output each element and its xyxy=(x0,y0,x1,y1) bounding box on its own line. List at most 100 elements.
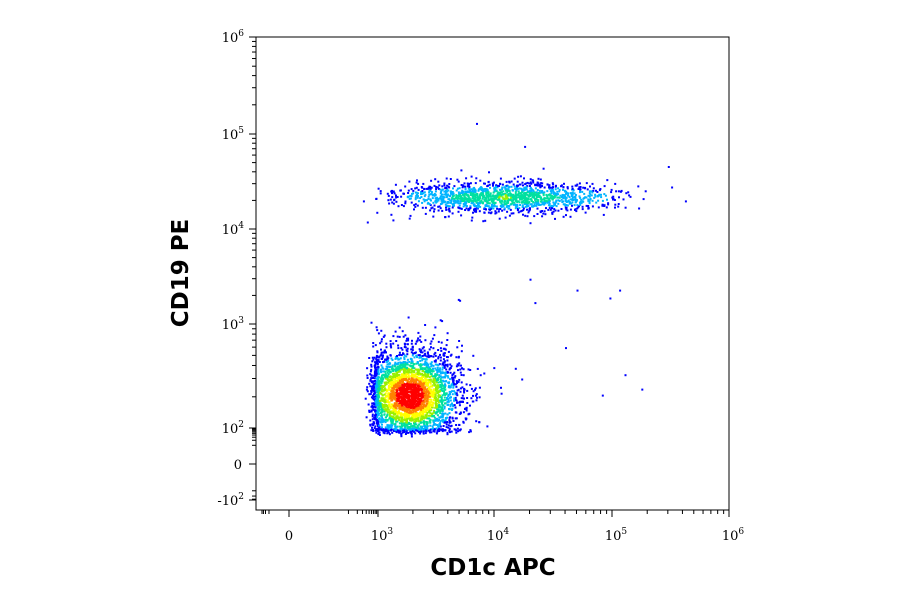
event-point-4305 xyxy=(479,186,482,189)
event-point-2858 xyxy=(415,391,418,394)
event-point-3757 xyxy=(496,207,499,210)
event-point-2110 xyxy=(380,368,382,371)
event-point-4523 xyxy=(420,186,423,188)
event-point-3566 xyxy=(444,200,447,203)
event-point-4345 xyxy=(422,192,425,195)
event-point-1115 xyxy=(416,398,419,401)
event-point-519 xyxy=(437,370,440,373)
event-point-2824 xyxy=(400,376,403,379)
event-point-2201 xyxy=(457,356,460,359)
event-point-4100 xyxy=(542,167,545,170)
event-point-3084 xyxy=(439,412,442,415)
event-point-2424 xyxy=(428,366,431,369)
event-point-3905 xyxy=(504,192,507,195)
event-point-4133 xyxy=(558,188,561,191)
event-point-2394 xyxy=(380,386,383,389)
event-point-3999 xyxy=(525,186,528,189)
event-point-3190 xyxy=(443,391,446,394)
event-point-615 xyxy=(439,356,442,359)
event-point-2581 xyxy=(409,391,412,394)
event-point-2184 xyxy=(415,340,418,343)
event-point-2062 xyxy=(374,418,376,421)
event-point-1214 xyxy=(383,410,386,413)
event-point-4277 xyxy=(484,204,487,207)
event-point-2117 xyxy=(419,401,422,404)
event-point-2149 xyxy=(400,422,403,425)
event-point-3641 xyxy=(443,184,446,187)
event-point-3088 xyxy=(434,374,437,377)
event-point-2627 xyxy=(373,364,376,367)
event-point-1745 xyxy=(387,431,390,434)
event-point-2335 xyxy=(411,399,414,402)
event-point-3877 xyxy=(540,198,543,201)
event-point-1275 xyxy=(431,393,434,396)
event-point-2251 xyxy=(422,399,425,402)
event-point-4403 xyxy=(501,186,504,189)
event-point-2900 xyxy=(453,399,456,402)
x-tick-label-0: 0 xyxy=(285,529,293,544)
event-point-4637 xyxy=(489,208,491,211)
event-point-2679 xyxy=(418,339,421,342)
event-point-2526 xyxy=(418,383,421,386)
event-point-1900 xyxy=(396,385,399,388)
event-point-2854 xyxy=(377,360,380,363)
event-point-169 xyxy=(444,348,447,351)
event-point-2528 xyxy=(414,400,417,403)
event-point-2018 xyxy=(413,374,416,377)
event-point-3703 xyxy=(470,202,473,205)
event-point-3020 xyxy=(415,393,418,396)
event-point-2831 xyxy=(372,424,375,427)
event-point-2425 xyxy=(396,389,399,392)
event-point-44 xyxy=(460,350,463,353)
event-point-3736 xyxy=(424,206,427,209)
event-point-1354 xyxy=(415,373,418,376)
event-point-3533 xyxy=(565,214,567,217)
event-point-2954 xyxy=(386,410,389,413)
event-point-1054 xyxy=(422,413,425,416)
event-point-335 xyxy=(435,402,438,405)
event-point-2876 xyxy=(424,429,427,432)
event-point-1759 xyxy=(396,335,399,338)
event-point-832 xyxy=(394,377,397,380)
event-point-2726 xyxy=(397,382,400,385)
event-point-3576 xyxy=(429,209,432,212)
event-point-2614 xyxy=(439,353,441,356)
event-point-4542 xyxy=(523,192,526,195)
event-point-2738 xyxy=(389,370,391,373)
event-point-1532 xyxy=(432,402,435,404)
event-point-2031 xyxy=(429,403,432,406)
event-point-3986 xyxy=(464,188,467,191)
event-point-3602 xyxy=(504,216,507,219)
event-point-1819 xyxy=(410,381,413,384)
event-point-11 xyxy=(385,374,388,377)
event-point-2098 xyxy=(437,384,439,387)
event-point-3849 xyxy=(603,193,606,196)
event-point-2826 xyxy=(439,396,442,399)
event-point-4684 xyxy=(539,200,542,203)
event-point-1416 xyxy=(384,373,387,375)
event-point-4531 xyxy=(591,182,594,185)
event-point-3180 xyxy=(404,402,407,404)
event-point-1868 xyxy=(393,429,396,432)
event-point-4280 xyxy=(526,191,529,194)
event-point-1676 xyxy=(385,358,388,361)
event-point-4231 xyxy=(549,205,552,208)
event-point-4138 xyxy=(451,194,454,197)
event-point-1493 xyxy=(397,370,400,373)
event-point-2962 xyxy=(397,366,400,369)
event-point-3043 xyxy=(397,399,400,402)
event-point-878 xyxy=(369,419,372,422)
event-point-3959 xyxy=(508,205,511,207)
event-point-1604 xyxy=(464,408,466,410)
event-point-4545 xyxy=(412,192,414,195)
event-point-4239 xyxy=(434,193,437,196)
event-point-1671 xyxy=(446,339,449,341)
event-point-4455 xyxy=(552,201,555,204)
event-point-983 xyxy=(434,423,437,426)
event-point-4125 xyxy=(531,195,534,198)
event-point-3945 xyxy=(496,198,499,201)
event-point-1230 xyxy=(438,363,441,366)
event-point-2625 xyxy=(416,397,419,400)
event-point-1131 xyxy=(422,363,425,366)
event-point-4421 xyxy=(504,187,507,190)
